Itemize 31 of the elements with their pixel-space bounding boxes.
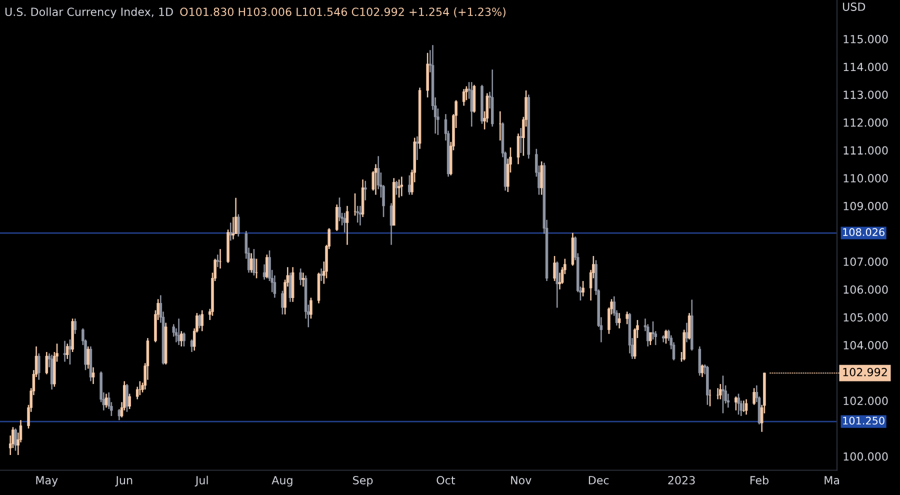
annotation: 102.992	[843, 368, 887, 376]
x-tick-label: Jun	[115, 476, 132, 486]
y-tick-label: 109.000	[844, 202, 888, 210]
y-tick-label: 114.000	[844, 62, 888, 72]
text: O101.830 H103.006 L101.546 C102.992 +1.254 (+1.23%)	[180, 7, 506, 18]
candlestick	[722, 375, 724, 414]
y-tick-label: 112.000	[844, 118, 888, 127]
y-tick-label: 111.000	[844, 146, 888, 155]
x-tick-label: Feb	[750, 476, 768, 484]
x-tick-label: Jul	[194, 476, 208, 486]
y-tick-label: 105.000	[844, 313, 888, 322]
y-tick-label: 113.000	[844, 90, 888, 99]
x-tick-label: Sep	[353, 476, 373, 487]
y-tick-label: 106.000	[844, 285, 888, 294]
x-tick-label: Aug	[272, 476, 292, 487]
y-tick-label: 104.000	[844, 341, 888, 350]
y-tick-label: 110.000	[844, 174, 888, 182]
y-tick-label: 107.000	[844, 258, 888, 266]
ref-line-label: 108.026	[843, 228, 884, 236]
y-tick-label: 100.000	[844, 452, 888, 461]
x-tick-label: Ma	[824, 476, 840, 484]
y-axis-title: USD	[842, 2, 866, 11]
x-tick-label: May	[36, 476, 58, 487]
text: U.S. Dollar Currency Index, 1D	[5, 7, 173, 18]
x-tick-label: Dec	[588, 476, 609, 484]
y-tick-label: 102.000	[844, 396, 888, 406]
ref-line-label: 101.250	[843, 416, 884, 425]
x-tick-label: Oct	[436, 476, 456, 484]
y-tick-label: 115.000	[844, 34, 888, 44]
x-tick-label: Nov	[511, 476, 532, 484]
x-tick-label: 2023	[668, 476, 695, 484]
